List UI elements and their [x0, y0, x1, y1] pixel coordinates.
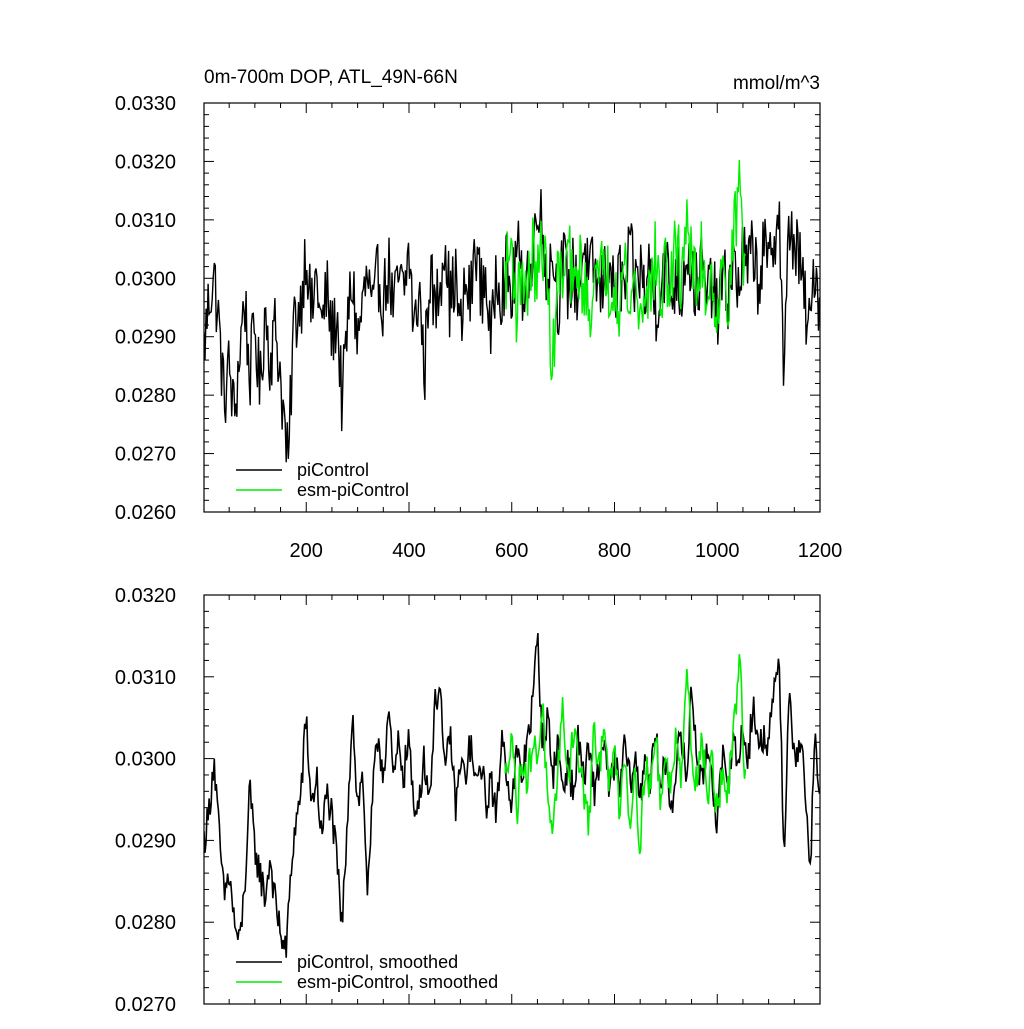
y-tick-label: 0.0300 [115, 749, 176, 771]
y-tick-label: 0.0270 [115, 444, 176, 466]
y-tick-label: 0.0260 [115, 502, 176, 524]
x-tick-label: 200 [290, 540, 323, 562]
x-tick-label: 800 [598, 540, 631, 562]
legend-label: esm-piControl, smoothed [297, 972, 498, 992]
x-tick-label: 1000 [695, 540, 740, 562]
y-tick-label: 0.0330 [115, 93, 176, 115]
y-tick-label: 0.0310 [115, 667, 176, 689]
top-panel: 0.0260 0.0270 0.0280 0.0290 0.0300 0.0310 0.03… [115, 67, 842, 562]
legend-label: piControl, smoothed [297, 952, 458, 972]
x-tick-label: 400 [392, 540, 425, 562]
series-line-picontrol [204, 633, 820, 958]
chart-units: mmol/m^3 [733, 73, 820, 94]
y-tick-label: 0.0280 [115, 385, 176, 407]
y-tick-label: 0.0290 [115, 327, 176, 349]
y-tick-label: 0.0320 [115, 585, 176, 607]
y-tick-label: 0.0320 [115, 151, 176, 173]
x-tick-label: 1200 [798, 540, 843, 562]
y-tick-label: 0.0290 [115, 830, 176, 852]
y-tick-label: 0.0270 [115, 994, 176, 1016]
bottom-panel: 0.0270 0.0280 0.0290 0.0300 0.0310 0.0320 piCo… [115, 585, 821, 1016]
legend-label: esm-piControl [297, 480, 409, 500]
y-tick-label: 0.0300 [115, 268, 176, 290]
legend-label: piControl [297, 460, 369, 480]
series-line-esm-picontrol [504, 654, 747, 855]
y-tick-label: 0.0280 [115, 912, 176, 934]
y-tick-label: 0.0310 [115, 210, 176, 232]
x-tick-label: 600 [495, 540, 528, 562]
chart-title: 0m-700m DOP, ATL_49N-66N [204, 67, 458, 88]
series-line-picontrol [204, 189, 820, 463]
series-line-esm-picontrol [504, 159, 747, 381]
